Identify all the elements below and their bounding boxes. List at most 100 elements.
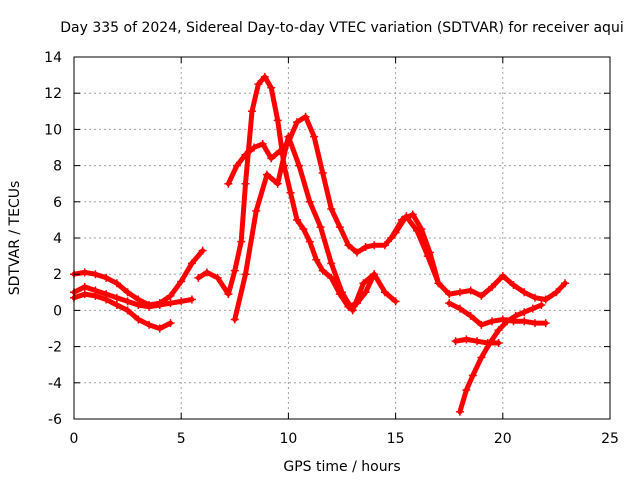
data-point-marker [466,286,475,295]
data-point-marker [194,273,203,282]
data-point-marker [134,300,143,309]
data-point-marker [494,326,503,335]
data-point-marker [155,300,164,309]
data-point-marker [224,179,233,188]
y-axis-label: SDTVAR / TECUs [7,181,23,296]
data-point-marker [361,288,370,297]
data-point-marker [316,223,325,232]
data-point-marker [451,337,460,346]
y-tick-label: -6 [48,412,62,428]
data-point-marker [552,288,561,297]
data-point-marker [112,279,121,288]
data-point-marker [166,299,175,308]
data-point-marker [91,270,100,279]
data-point-marker [327,259,336,268]
data-point-marker [468,371,477,380]
data-point-marker [488,317,497,326]
data-point-marker [202,268,211,277]
data-point-marker [318,168,327,177]
data-point-marker [434,279,443,288]
data-point-marker [353,248,362,257]
data-point-marker [498,272,507,281]
data-point-marker [380,241,389,250]
y-tick-label: 12 [44,86,62,102]
series-trace-3 [71,291,173,331]
data-point-marker [273,116,282,125]
grid-lines [74,57,610,419]
data-point-marker [327,205,336,214]
x-tick-label: 10 [279,431,297,447]
x-axis-label: GPS time / hours [283,459,400,475]
data-point-marker [483,338,492,347]
data-point-marker [166,291,175,300]
data-point-marker [473,337,482,346]
x-tick-label: 15 [387,431,405,447]
data-point-marker [102,295,111,304]
data-point-marker [361,243,370,252]
data-point-marker [232,161,241,170]
data-point-marker [408,210,417,219]
data-point-marker [398,215,407,224]
data-point-marker [477,320,486,329]
x-tick-label: 0 [70,431,79,447]
y-tick-label: 0 [53,303,62,319]
y-tick-label: 8 [53,159,62,175]
data-point-marker [511,311,520,320]
axis-ticks: 0 5 10 15 20 25 -6 -4 -2 0 2 4 6 8 10 12 14 [44,50,619,447]
data-point-marker [370,241,379,250]
data-point-marker [123,297,132,306]
data-point-marker [391,297,400,306]
data-point-marker [286,188,295,197]
data-point-marker [237,237,246,246]
data-point-marker [166,319,175,328]
data-point-marker [123,288,132,297]
data-point-marker [145,320,154,329]
data-point-marker [241,270,250,279]
data-point-marker [477,291,486,300]
data-point-marker [455,288,464,297]
data-point-marker [335,223,344,232]
x-tick-label: 25 [601,431,619,447]
data-point-marker [417,224,426,233]
data-point-marker [155,324,164,333]
data-point-marker [520,308,529,317]
series-trace-4 [195,74,377,310]
data-point-marker [80,268,89,277]
data-point-marker [230,315,239,324]
data-point-marker [267,154,276,163]
data-point-marker [177,297,186,306]
data-point-marker [312,255,321,264]
data-point-marker [267,83,276,92]
data-point-marker [301,112,310,121]
data-point-marker [299,224,308,233]
data-point-marker [318,266,327,275]
data-point-marker [425,248,434,257]
data-point-marker [241,150,250,159]
data-point-marker [537,300,546,309]
data-point-marker [380,288,389,297]
data-point-marker [541,319,550,328]
x-tick-label: 20 [494,431,512,447]
data-point-marker [494,338,503,347]
data-point-marker [509,281,518,290]
y-tick-label: 10 [44,122,62,138]
data-point-marker [102,273,111,282]
data-point-marker [520,317,529,326]
data-point-marker [247,107,256,116]
data-point-marker [541,295,550,304]
data-point-marker [462,335,471,344]
y-tick-label: 4 [53,231,62,247]
data-point-marker [445,290,454,299]
data-point-marker [338,288,346,297]
data-point-marker [305,237,314,246]
data-point-marker [462,386,471,395]
data-point-marker [230,266,239,275]
data-point-marker [275,147,284,156]
data-point-marker [387,234,396,242]
data-point-marker [348,306,357,315]
data-point-marker [273,179,282,188]
y-tick-label: 6 [53,195,62,211]
data-point-marker [198,246,207,255]
data-point-marker [359,279,368,288]
